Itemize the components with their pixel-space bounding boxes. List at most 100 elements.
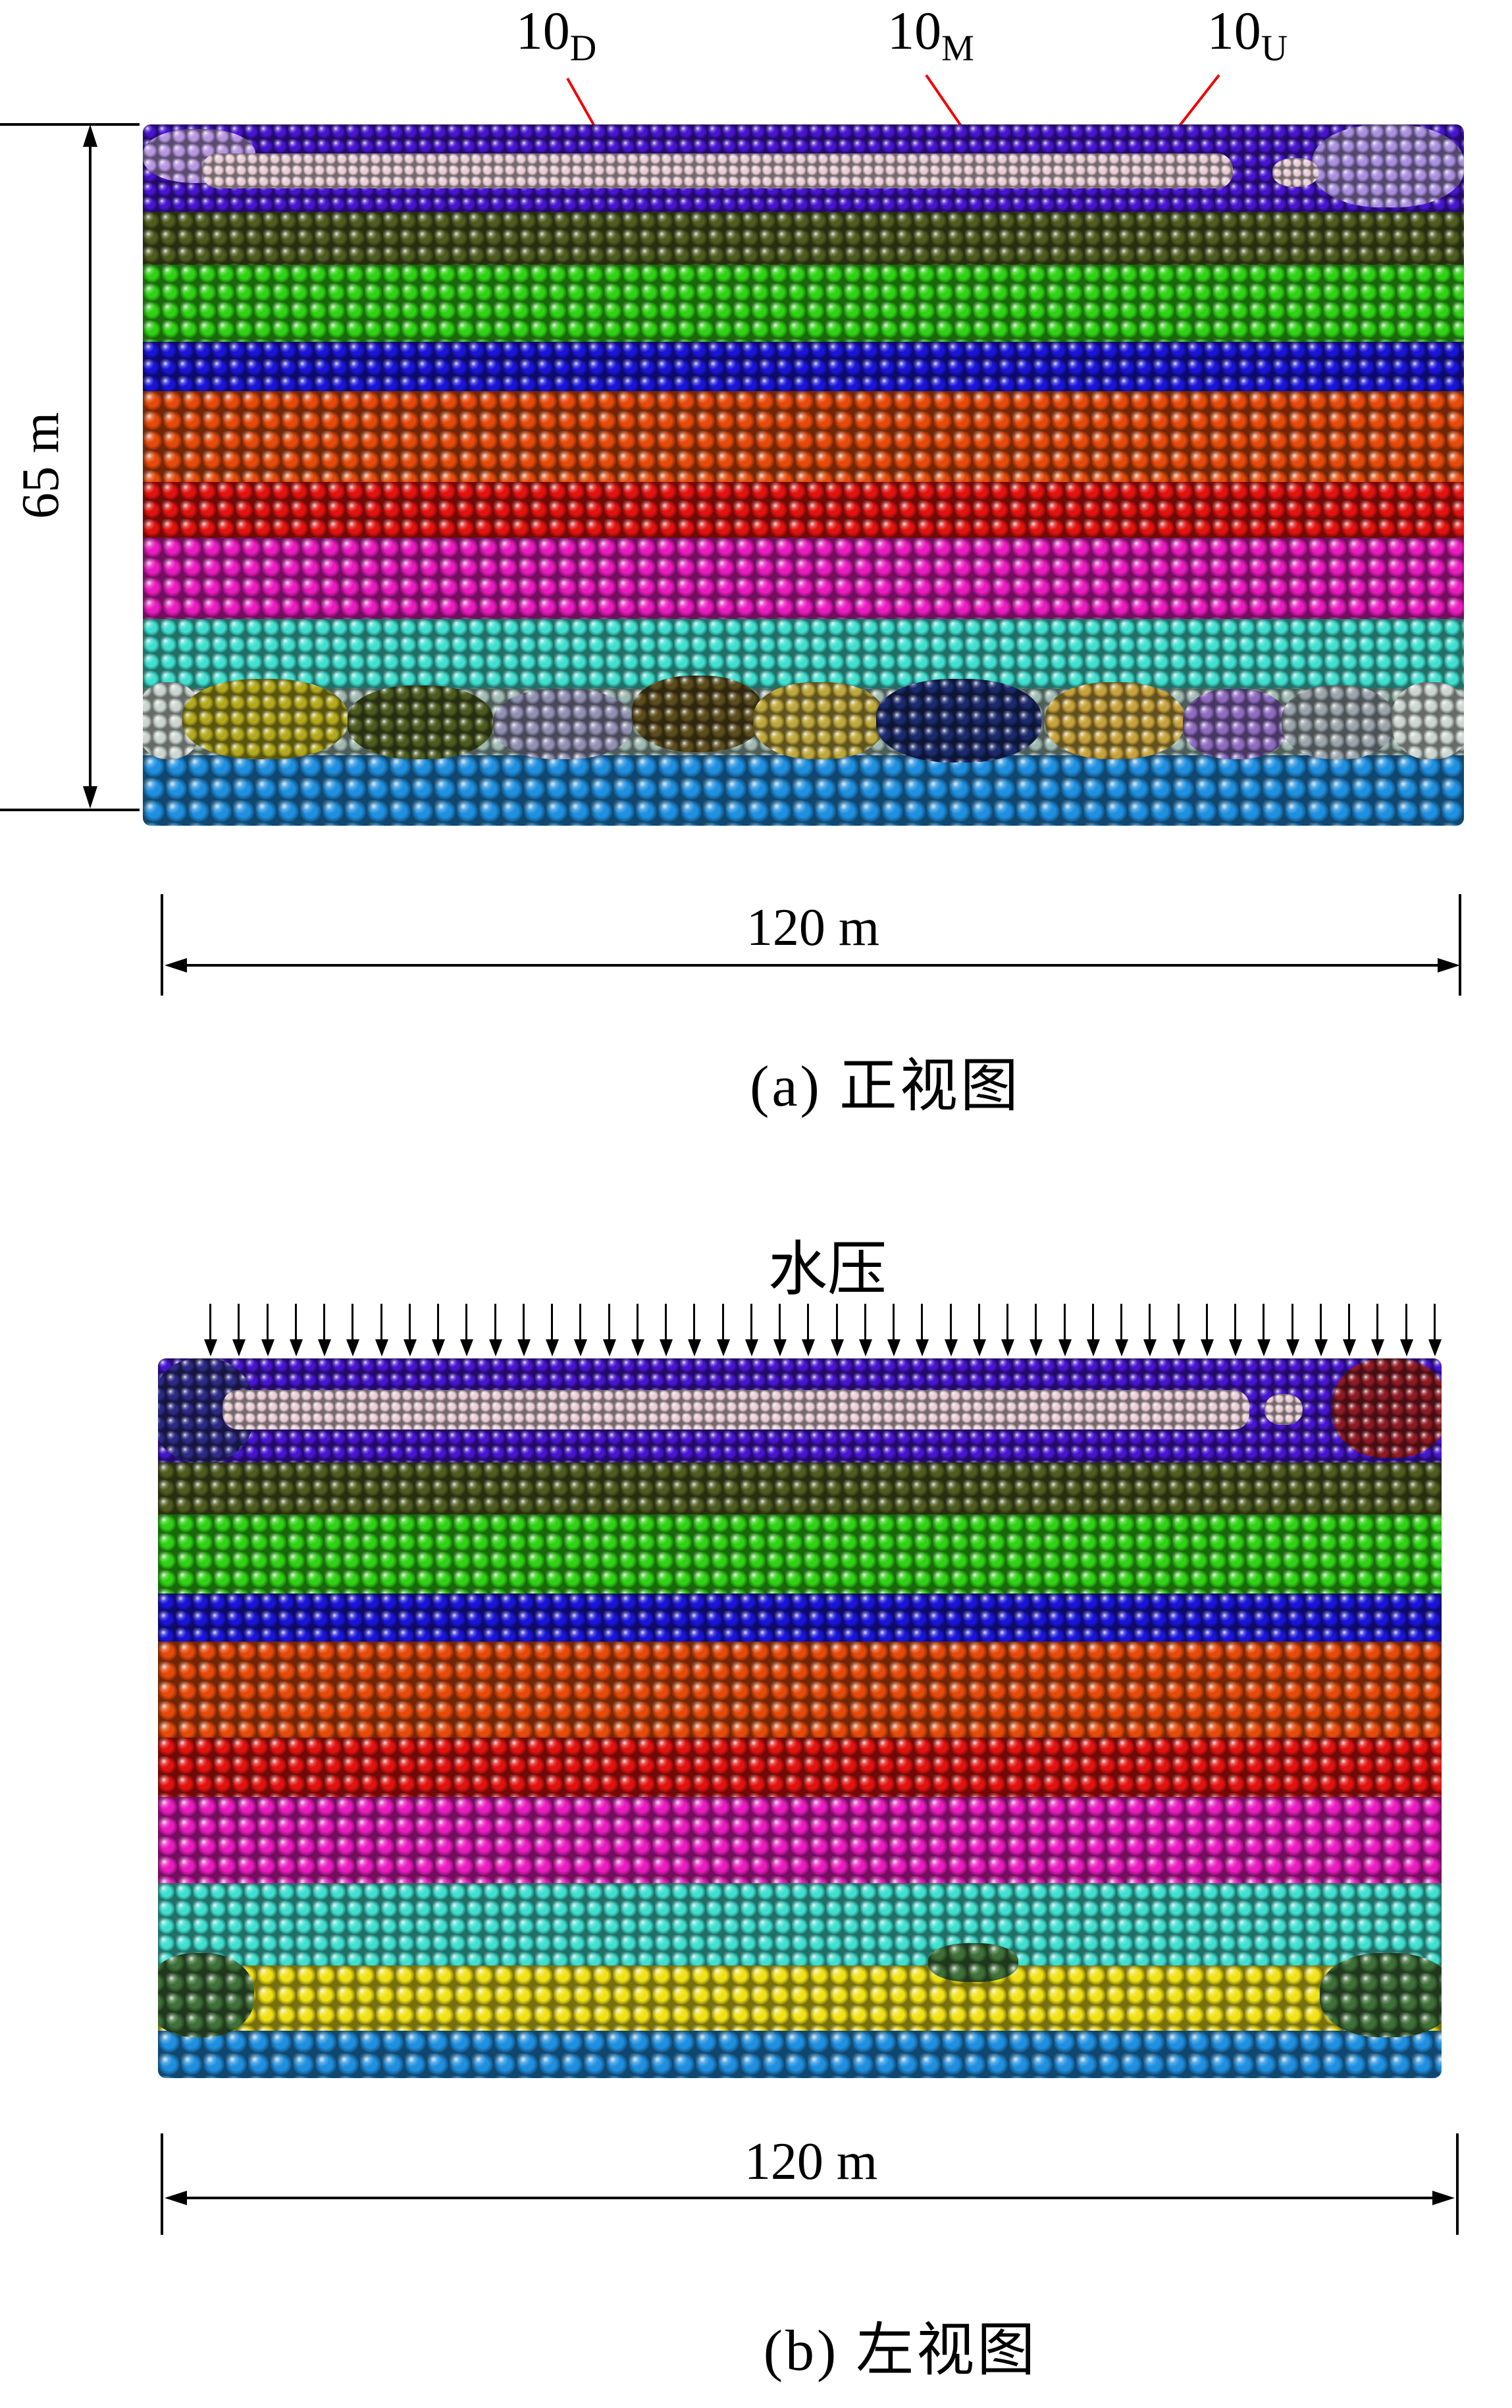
pressure-arrow-icon xyxy=(802,1304,816,1358)
pressure-arrow-icon xyxy=(574,1304,588,1358)
layer-magenta xyxy=(143,538,1464,619)
pressure-arrow-icon xyxy=(1399,1304,1413,1358)
layer-red xyxy=(143,482,1464,539)
blob-pink-seam-band xyxy=(202,153,1233,189)
pressure-arrow-icon xyxy=(744,1304,758,1358)
pressure-arrow-icon xyxy=(944,1304,958,1358)
height-dim-extension-bottom xyxy=(0,809,140,811)
layer-yellow xyxy=(158,1943,1442,2037)
pressure-arrow-icon xyxy=(375,1304,388,1358)
width-label-a: 120 m xyxy=(746,899,880,957)
layer-blue xyxy=(158,1593,1442,1642)
annotation-10D-base: 10 xyxy=(515,1,570,61)
height-label: 65 m xyxy=(12,412,70,520)
blob-darkgreen-right xyxy=(1319,1952,1442,2037)
pressure-arrow-row xyxy=(204,1304,1442,1358)
annotation-10U-base: 10 xyxy=(1207,1,1261,61)
layer-bottom-blue xyxy=(158,2030,1442,2078)
pressure-arrow-icon xyxy=(204,1304,217,1358)
layer-orange-red xyxy=(143,390,1464,483)
blob-khaki xyxy=(753,682,885,759)
pressure-arrow-icon xyxy=(1428,1304,1442,1358)
pressure-arrow-icon xyxy=(631,1304,644,1358)
pressure-arrow-icon xyxy=(1058,1304,1072,1358)
width-dim-a-arrow-right-icon xyxy=(1438,958,1460,973)
height-dim-extension-top xyxy=(0,123,140,126)
layer-dark-olive xyxy=(143,212,1464,265)
pressure-arrow-icon xyxy=(1172,1304,1186,1358)
pressure-arrow-icon xyxy=(1371,1304,1385,1358)
width-dim-b-tick-right xyxy=(1456,2133,1459,2235)
annotation-10U-sub: U xyxy=(1261,28,1288,69)
pressure-arrow-icon xyxy=(602,1304,616,1358)
pressure-arrow-icon xyxy=(1314,1304,1328,1358)
pressure-arrow-icon xyxy=(403,1304,417,1358)
pressure-arrow-icon xyxy=(1343,1304,1356,1358)
pressure-arrow-icon xyxy=(318,1304,331,1358)
blob-dark-green xyxy=(348,685,493,759)
height-dim-arrow-down-icon xyxy=(83,786,97,809)
pressure-arrow-icon xyxy=(546,1304,559,1358)
width-dim-b-tick-left xyxy=(161,2133,163,2235)
blob-lavender-right xyxy=(1312,124,1464,208)
layer-cyan xyxy=(143,618,1464,689)
width-dim-b-arrow-right-icon xyxy=(1432,2191,1455,2205)
width-dimension-line-b xyxy=(170,2197,1449,2199)
pressure-arrow-icon xyxy=(1229,1304,1242,1358)
blob-tan xyxy=(1045,682,1184,759)
layer-blue xyxy=(143,342,1464,391)
width-dim-b-arrow-left-icon xyxy=(165,2191,187,2205)
pressure-arrow-icon xyxy=(660,1304,673,1358)
pressure-arrow-icon xyxy=(773,1304,787,1358)
pressure-arrow-icon xyxy=(517,1304,531,1358)
blob-lightgray-right xyxy=(1391,682,1464,759)
blob-navy xyxy=(875,679,1041,763)
pressure-arrow-icon xyxy=(289,1304,303,1358)
blob-darkgreen-mid xyxy=(928,1943,1018,1983)
annotation-10M-sub: M xyxy=(941,28,974,69)
caption-panel-a: (a) 正视图 xyxy=(750,1055,1021,1119)
blob-gray-purple xyxy=(492,689,632,759)
annotation-10D-sub: D xyxy=(569,28,597,69)
layer-violet-top xyxy=(158,1358,1442,1463)
pressure-arrow-icon xyxy=(1286,1304,1299,1358)
left-view-model xyxy=(158,1358,1442,2078)
pressure-arrow-icon xyxy=(346,1304,360,1358)
width-dim-a-tick-left xyxy=(161,894,163,996)
annotation-10M: 10M xyxy=(865,1,997,69)
blob-pink-seam-dots xyxy=(1272,157,1319,187)
layer-orange-red xyxy=(158,1641,1442,1738)
pressure-arrow-icon xyxy=(261,1304,274,1358)
layer-magenta xyxy=(158,1796,1442,1883)
layer-violet-top xyxy=(143,124,1464,213)
pressure-arrow-icon xyxy=(1115,1304,1128,1358)
layer-dark-olive xyxy=(158,1462,1442,1515)
layer-bright-green xyxy=(143,265,1464,342)
blob-darkred-right xyxy=(1332,1358,1442,1458)
pressure-arrow-icon xyxy=(232,1304,246,1358)
pressure-arrow-icon xyxy=(887,1304,900,1358)
pressure-arrow-icon xyxy=(1086,1304,1100,1358)
pressure-arrow-icon xyxy=(688,1304,702,1358)
pressure-arrow-icon xyxy=(1030,1304,1043,1358)
width-dimension-line-a xyxy=(170,964,1455,967)
blob-pink-seam-dots xyxy=(1264,1393,1303,1426)
pressure-arrow-icon xyxy=(972,1304,986,1358)
width-dim-a-arrow-left-icon xyxy=(165,958,187,973)
pressure-arrow-icon xyxy=(1200,1304,1214,1358)
layer-red xyxy=(158,1737,1442,1797)
layer-bright-green xyxy=(158,1514,1442,1594)
pressure-arrow-icon xyxy=(460,1304,474,1358)
caption-panel-b: (b) 左视图 xyxy=(763,2319,1038,2383)
water-pressure-label: 水压 xyxy=(768,1237,887,1302)
annotation-10M-base: 10 xyxy=(887,1,942,61)
blob-pink-seam-band xyxy=(222,1389,1249,1430)
blob-purple xyxy=(1182,689,1289,759)
pressure-arrow-icon xyxy=(1257,1304,1271,1358)
pressure-arrow-icon xyxy=(830,1304,844,1358)
pressure-arrow-icon xyxy=(432,1304,445,1358)
blob-gray xyxy=(1282,685,1394,759)
pressure-arrow-icon xyxy=(916,1304,929,1358)
blob-dark-brown xyxy=(631,676,764,753)
blob-darkgreen-left xyxy=(158,1952,255,2037)
